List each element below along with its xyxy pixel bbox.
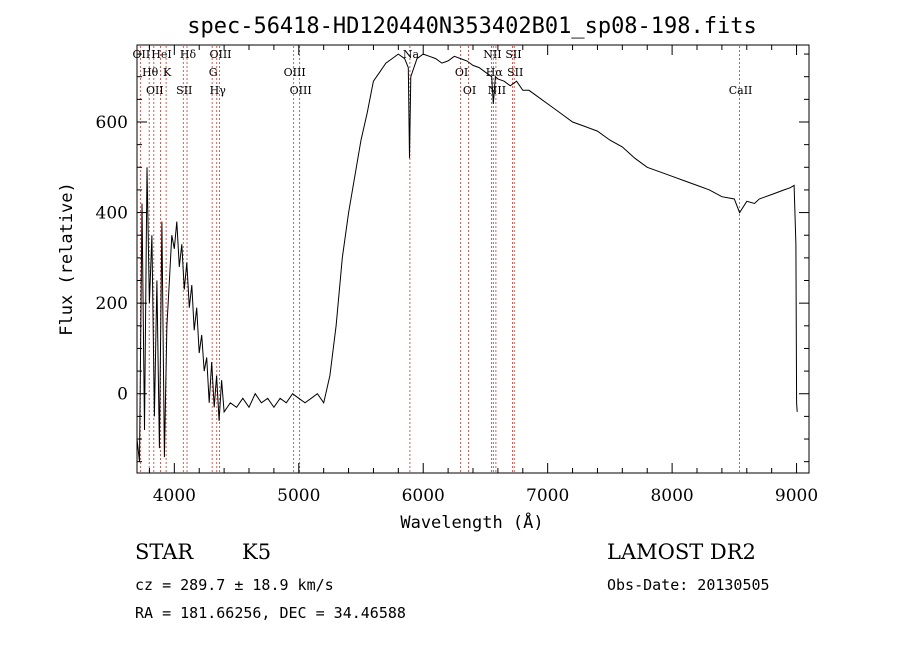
line-marker-label: NII [488,84,506,97]
line-marker-label: Na [403,48,420,61]
line-marker-label: OI [455,66,468,79]
observation-date: Obs-Date: 20130505 [607,576,770,594]
object-type: STAR [135,540,194,564]
line-marker-label: HeI [151,48,171,61]
y-axis-label: Flux (relative) [57,182,77,336]
x-tick-label: 5000 [277,486,320,506]
line-marker-label: OIII [209,48,231,61]
line-markers [139,46,740,472]
line-marker-label: K [163,66,172,79]
y-tick-label: 400 [96,204,128,224]
x-tick-label: 6000 [402,486,445,506]
line-marker-label: OIII [284,66,306,79]
plot-frame [136,44,810,474]
line-marker-label: NII [483,48,501,61]
y-tick-label: 600 [96,113,128,133]
y-tick-label: 0 [117,385,128,405]
survey-name: LAMOST DR2 [607,540,756,564]
line-marker-label: Hθ [142,66,159,79]
line-marker-label: SII [507,66,523,79]
y-tick-label: 200 [96,294,128,314]
x-tick-label: 4000 [153,486,196,506]
line-marker-label: Hγ [210,84,227,97]
line-marker-label: SII [505,48,521,61]
line-marker-label: CaII [729,84,753,97]
spectral-subclass: K5 [242,540,272,564]
x-axis-label: Wavelength (Å) [400,511,543,533]
sky-coordinates: RA = 181.66256, DEC = 34.46588 [135,604,406,622]
line-marker-label: OI [463,84,476,97]
line-marker-label: Hα [486,66,504,79]
line-marker-label: OII [133,48,151,61]
x-tick-label: 8000 [650,486,693,506]
y-axis: 0 200 400 600 [96,53,809,463]
line-marker-labels: OIIHθOIIHeIKSIIHδGHγOIIIOIIIOIIINaOIOINI… [133,48,753,97]
spectrum-line [136,53,798,462]
x-axis: 4000 5000 6000 7000 8000 9000 [148,45,818,506]
line-marker-label: OIII [290,84,312,97]
line-marker-label: SII [176,84,192,97]
x-tick-label: 7000 [526,486,569,506]
line-marker-label: G [209,66,218,79]
line-marker-label: OII [146,84,164,97]
x-tick-label: 9000 [775,486,818,506]
chart-title: spec-56418-HD120440N353402B01_sp08-198.f… [187,14,757,39]
redshift-velocity: cz = 289.7 ± 18.9 km/s [135,576,334,594]
line-marker-label: Hδ [180,48,197,61]
